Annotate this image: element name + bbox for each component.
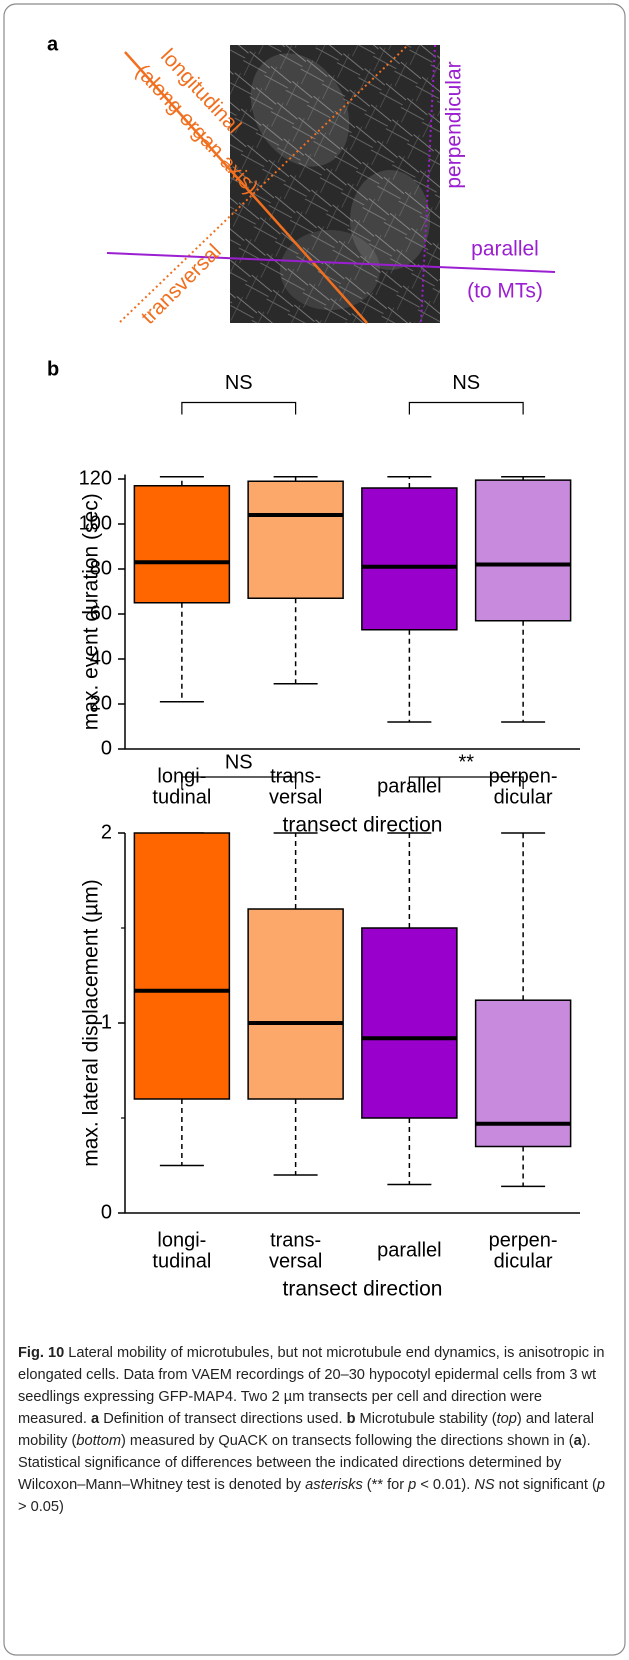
- box: [362, 488, 457, 630]
- caption-text: Microtubule stability (: [355, 1411, 496, 1427]
- y-axis-label: max. lateral displacement (µm): [80, 879, 103, 1167]
- significance-label: NS: [225, 751, 253, 773]
- y-tick-label: 0: [101, 737, 112, 759]
- caption-text: < 0.01).: [416, 1477, 474, 1493]
- caption: Fig. 10 Lateral mobility of microtubules…: [18, 1342, 610, 1518]
- x-tick-label: longi-: [157, 1229, 206, 1251]
- caption-text: p: [597, 1477, 605, 1493]
- box: [362, 928, 457, 1118]
- significance-label: **: [458, 751, 474, 773]
- x-tick-label: tudinal: [152, 786, 211, 808]
- significance-label: NS: [225, 372, 253, 394]
- caption-text: a: [91, 1411, 99, 1427]
- significance-bracket: [182, 403, 296, 415]
- caption-text: ) measured by QuACK on transects followi…: [121, 1433, 574, 1449]
- x-axis-label: transect direction: [283, 1278, 443, 1301]
- x-tick-label: versal: [269, 1250, 322, 1272]
- direction-label: transversal: [137, 240, 226, 329]
- direction-label: (to MTs): [467, 280, 543, 303]
- x-tick-label: trans-: [270, 1229, 321, 1251]
- page: a longitudinal (along organ axis) transv…: [0, 0, 629, 1660]
- box: [134, 486, 229, 603]
- panel-label: a: [47, 33, 59, 55]
- box: [134, 833, 229, 1099]
- y-tick-label: 120: [79, 467, 112, 489]
- x-tick-label: perpen-: [489, 1229, 558, 1251]
- caption-text: (** for: [363, 1477, 408, 1493]
- box: [248, 909, 343, 1099]
- significance-bracket: [409, 403, 523, 415]
- caption-text: Fig. 10: [18, 1345, 64, 1361]
- y-tick-label: 0: [101, 1201, 112, 1223]
- x-tick-label: dicular: [494, 786, 553, 808]
- x-tick-label: dicular: [494, 1250, 553, 1272]
- direction-label: parallel: [471, 238, 539, 261]
- x-tick-label: tudinal: [152, 1250, 211, 1272]
- panel-label: b: [47, 358, 59, 380]
- caption-text: not significant (: [495, 1477, 597, 1493]
- caption-text: a: [574, 1433, 582, 1449]
- significance-label: NS: [452, 372, 480, 394]
- caption-text: Definition of transect directions used.: [99, 1411, 346, 1427]
- y-axis-label: max. event duration (sec): [80, 493, 103, 730]
- micrograph: [230, 36, 440, 323]
- box: [248, 481, 343, 598]
- caption-text: asterisks: [305, 1477, 363, 1493]
- x-tick-label: versal: [269, 786, 322, 808]
- caption-text: > 0.05): [18, 1499, 64, 1515]
- x-tick-label: parallel: [377, 1239, 441, 1261]
- caption-text: bottom: [76, 1433, 121, 1449]
- caption-text: top: [497, 1411, 517, 1427]
- direction-label: perpendicular: [443, 61, 466, 188]
- y-tick-label: 2: [101, 821, 112, 843]
- box: [476, 480, 571, 621]
- caption-text: NS: [474, 1477, 494, 1493]
